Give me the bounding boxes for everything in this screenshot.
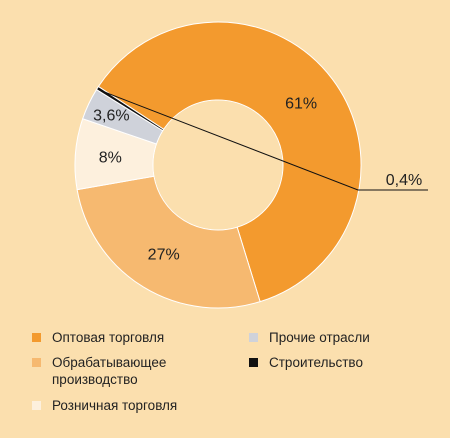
- legend-label: Розничная торговля: [52, 398, 178, 413]
- legend-swatch: [249, 358, 258, 367]
- label-manufacturing: 27%: [148, 247, 180, 264]
- legend-item-other: Прочие отрасли: [249, 329, 370, 346]
- legend-label: Обрабатывающее производство: [52, 355, 167, 387]
- label-other: 3,6%: [93, 107, 129, 124]
- legend-item-manufacturing: Обрабатывающее производство: [32, 354, 202, 388]
- legend-label: Прочие отрасли: [269, 330, 370, 345]
- slice-wholesale: [97, 21, 362, 303]
- legend-swatch: [32, 358, 41, 367]
- slice-manufacturing: [76, 175, 261, 309]
- legend-swatch: [249, 333, 258, 342]
- label-wholesale: 61%: [285, 96, 317, 113]
- legend-label: Строительство: [269, 355, 363, 370]
- legend-swatch: [32, 401, 41, 410]
- legend-swatch: [32, 333, 41, 342]
- donut-hole: [153, 100, 283, 230]
- label-construction: 0,4%: [386, 172, 422, 189]
- slice-construction: [95, 85, 165, 132]
- label-retail: 8%: [99, 150, 122, 167]
- legend-item-retail: Розничная торговля: [32, 397, 177, 414]
- legend-label: Оптовая торговля: [52, 330, 165, 345]
- legend-item-wholesale: Оптовая торговля: [32, 329, 164, 346]
- legend-item-construction: Строительство: [249, 354, 363, 371]
- label-leader-line: [102, 90, 428, 191]
